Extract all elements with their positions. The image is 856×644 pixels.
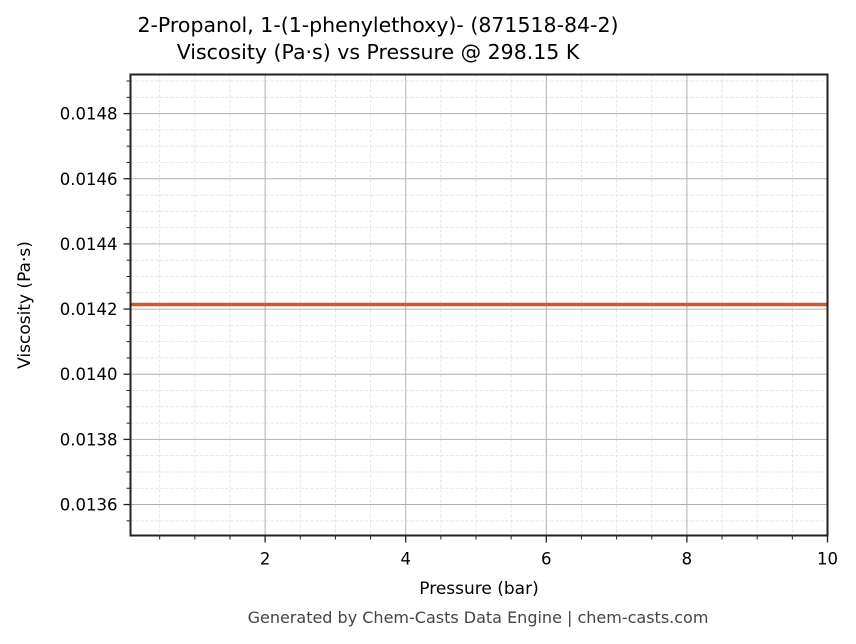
plot-frame [129,73,829,537]
y-axis-tick-labels: 0.0136 0.0138 0.0140 0.0142 0.0144 0.0146 0.01… [60,105,118,515]
x-tick-label: 6 [541,550,552,569]
x-tick-label: 8 [682,550,693,569]
x-tick-label: 2 [260,550,271,569]
footer-credit: Generated by Chem-Casts Data Engine | ch… [247,608,709,627]
y-tick-label: 0.0148 [60,105,118,124]
y-tick-label: 0.0144 [60,235,118,254]
x-tick-label: 4 [400,550,411,569]
axis-ticks [123,80,829,543]
y-tick-label: 0.0136 [60,496,118,515]
y-tick-label: 0.0138 [60,430,118,449]
chart-subtitle: Viscosity (Pa·s) vs Pressure @ 298.15 K [176,40,580,64]
y-tick-label: 0.0140 [60,365,118,384]
x-axis-tick-labels: 2 4 6 8 10 [260,550,838,569]
y-tick-label: 0.0146 [60,170,118,189]
x-axis-label: Pressure (bar) [419,579,538,599]
x-tick-label: 10 [817,550,838,569]
y-tick-label: 0.0142 [60,300,118,319]
y-axis-label: Viscosity (Pa·s) [15,241,35,369]
chart-title: 2-Propanol, 1-(1-phenylethoxy)- (871518-… [137,13,619,37]
